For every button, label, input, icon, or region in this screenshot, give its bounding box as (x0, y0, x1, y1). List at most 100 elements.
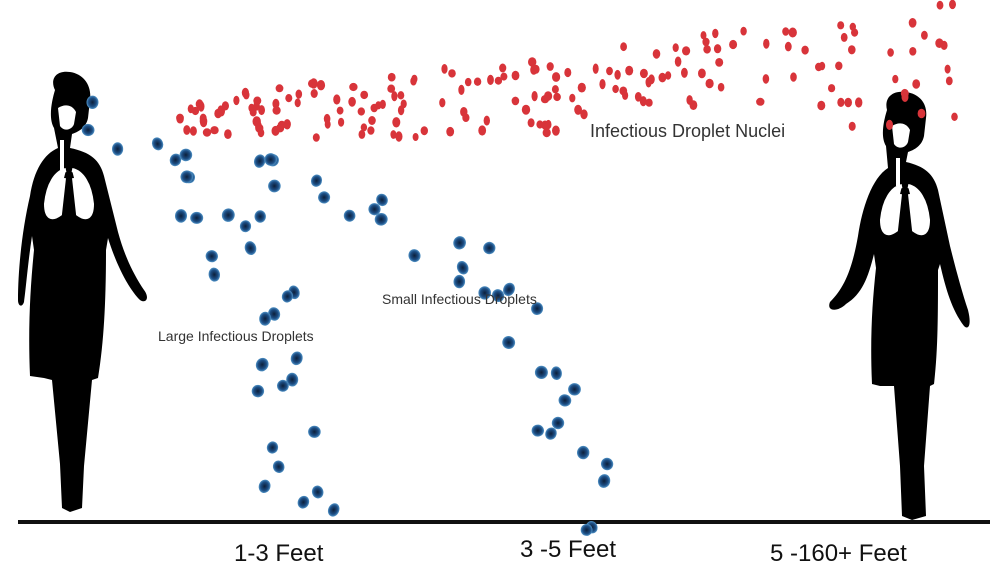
droplet-nucleus (784, 41, 792, 52)
infectious-droplet (205, 250, 218, 263)
droplet-nucleus (717, 82, 725, 92)
infectious-droplet (264, 153, 278, 166)
infectious-droplet (550, 366, 562, 380)
droplet-nucleus (763, 38, 770, 49)
infectious-droplet (180, 170, 194, 184)
droplet-nucleus (338, 117, 345, 127)
droplet-nucleus (944, 64, 951, 74)
droplet-nucleus (542, 128, 551, 138)
droplet-nucleus (458, 84, 465, 95)
droplet-nucleus (835, 61, 843, 71)
droplet-nuclei-cloud (176, 0, 958, 142)
droplet-nucleus (625, 65, 634, 76)
droplet-nucleus (729, 39, 738, 50)
droplet-nucleus (420, 126, 428, 136)
infectious-droplet (534, 365, 548, 379)
droplet-nucleus (397, 91, 405, 100)
droplet-nucleus (551, 85, 559, 94)
infectious-droplet (568, 383, 581, 396)
droplet-nucleus (782, 27, 790, 36)
droplet-nucleus (494, 76, 503, 85)
distance-label-mid: 3 -5 Feet (520, 536, 617, 563)
droplet-nucleus (499, 63, 507, 73)
droplet-nucleus (294, 98, 301, 108)
droplet-nucleus (564, 67, 572, 78)
droplet-nucleus (815, 62, 823, 72)
infectious-droplet (311, 485, 324, 499)
droplet-nucleus (283, 119, 291, 130)
droplet-nucleus (530, 65, 538, 75)
droplet-nucleus (358, 129, 366, 139)
droplet-nucleus (187, 104, 194, 114)
droplet-nucleus (681, 67, 688, 78)
infectious-droplet (251, 384, 265, 398)
droplet-nucleus (674, 56, 682, 67)
droplet-nucleus (912, 79, 921, 89)
droplet-nucleus (848, 121, 856, 131)
droplet-nucleus (855, 97, 863, 108)
droplet-nucleus (740, 26, 747, 36)
infectious-droplet (483, 241, 496, 255)
droplet-nucleus (712, 28, 719, 39)
infectious-droplet (531, 302, 544, 315)
droplet-nucleus (233, 95, 240, 106)
droplet-nucleus (464, 77, 472, 87)
droplet-nucleus (951, 112, 958, 122)
infectious-droplet (244, 241, 257, 256)
droplet-nucleus (272, 98, 280, 109)
droplet-nucleus (333, 94, 341, 105)
infectious-droplet (478, 286, 492, 300)
infectious-droplet (502, 336, 516, 349)
droplet-nucleus (599, 79, 606, 90)
droplet-nucleus (700, 31, 707, 40)
droplet-nucleus (202, 128, 212, 137)
droplet-nucleus (620, 42, 627, 52)
infectious-droplet (255, 357, 269, 372)
infectious-droplet (112, 142, 124, 156)
droplet-nucleus (949, 0, 956, 10)
infectious-droplet (368, 203, 381, 216)
droplet-nucleus (828, 84, 836, 93)
droplet-nucleus (221, 101, 229, 111)
infectious-droplet (492, 289, 505, 303)
infectious-droplet (258, 479, 271, 494)
droplet-nucleus (545, 119, 552, 130)
droplet-nucleus (840, 32, 848, 42)
droplet-nucleus (391, 91, 398, 102)
infectious-droplet (600, 457, 614, 471)
droplet-nucleus (176, 113, 184, 123)
infectious-droplet (239, 220, 252, 233)
infectious-droplet (190, 211, 204, 224)
droplet-nuclei-label: Infectious Droplet Nuclei (590, 121, 786, 141)
infectious-droplet (253, 154, 266, 168)
infectious-droplet (558, 394, 572, 407)
left-person-icon (18, 71, 147, 512)
droplet-nucleus (936, 0, 944, 10)
droplet-nucleus (224, 129, 232, 140)
droplet-nucleus (395, 131, 403, 142)
droplet-nucleus (336, 106, 344, 115)
infectious-droplet (408, 249, 421, 263)
droplet-nucleus (689, 100, 698, 110)
infectious-droplet (318, 191, 331, 204)
droplet-nucleus (367, 126, 375, 135)
droplet-nucleus (652, 49, 661, 59)
infectious-droplet (169, 153, 182, 167)
infectious-droplet (286, 372, 299, 387)
droplet-nucleus (189, 126, 197, 136)
droplet-nucleus (935, 38, 944, 48)
large-droplets-label: Large Infectious Droplets (158, 328, 314, 344)
droplet-nucleus (574, 104, 582, 115)
droplet-nucleus (309, 78, 318, 89)
droplet-nucleus (387, 72, 396, 82)
droplet-nucleus (473, 77, 482, 86)
infectious-droplet (531, 424, 544, 437)
droplet-nucleus (387, 84, 396, 93)
droplet-nucleus (316, 80, 326, 91)
droplet-nucleus (275, 84, 284, 93)
infectious-droplet (376, 193, 388, 207)
droplet-nucleus (580, 109, 588, 120)
droplet-nucleus (909, 47, 917, 56)
droplet-nucleus (312, 133, 320, 142)
droplet-nucleus (886, 119, 893, 130)
